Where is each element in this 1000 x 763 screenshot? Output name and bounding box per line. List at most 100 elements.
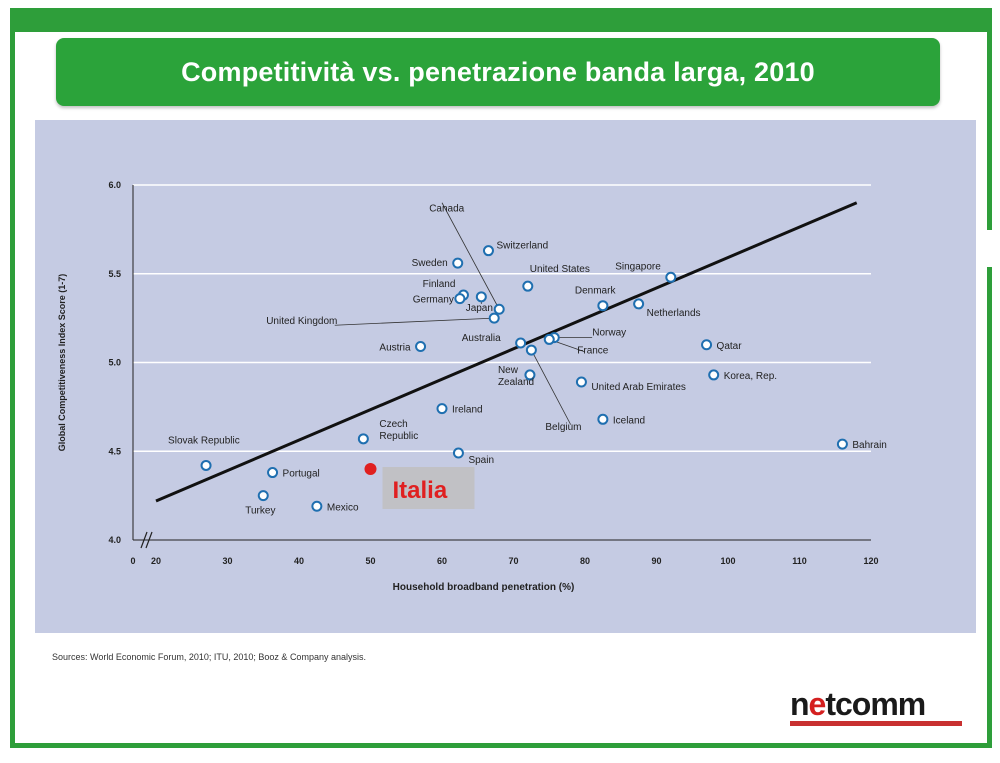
data-point-label-line: Sweden [412,258,448,269]
data-point [357,433,369,445]
x-tick-label: 60 [437,556,447,566]
data-point-label-line: Bahrain [852,440,886,451]
x-tick-label: 80 [580,556,590,566]
data-point [543,333,555,345]
y-tick-label: 6.0 [108,180,121,190]
data-point-label-line: Zealand [498,377,534,388]
data-point-label-line: Germany [413,295,454,306]
data-point-label: Germany [413,295,454,306]
data-point [701,339,713,351]
data-point [436,403,448,415]
data-point [522,280,534,292]
x-tick-label: 110 [792,556,807,566]
data-point [836,438,848,450]
data-point [597,300,609,312]
data-point-label: United States [530,264,590,275]
data-point [665,271,677,283]
data-point-label-line: Austria [379,343,411,354]
frame-bottom [10,743,992,748]
data-point [415,341,427,353]
data-point-label-line: Spain [468,455,494,466]
data-point-label: Mexico [327,502,359,513]
highlight-label-box [382,467,475,509]
data-point [454,293,466,305]
data-point [524,369,536,381]
leader-line [531,349,572,425]
data-point-label-line: France [577,345,609,356]
data-point-label: Finland [423,279,456,290]
logo-letter-n: n [790,686,810,722]
data-point [267,467,279,479]
data-point-label-line: Portugal [283,469,320,480]
highlight-point [364,463,377,475]
data-point-label: Japan [466,303,493,314]
y-tick-label: 4.0 [108,535,121,545]
y-axis-label: Global Competitiveness Index Score (1-7) [57,274,67,452]
data-point-label: Qatar [717,341,743,352]
scatter-chart: 4.0 4.5 5.0 5.5 6.0 0 20 30 40 50 60 70 80 90 100 110 12… [57,180,887,593]
data-point-label-line: United Arab Emirates [591,382,686,393]
data-point-label-line: Republic [379,431,418,442]
data-point-label-line: Canada [429,203,464,214]
trendline [155,201,858,503]
data-point-label-line: Singapore [615,261,661,272]
data-point-label-line: Denmark [575,286,617,297]
data-point-label-line: Belgium [545,422,581,433]
data-point [200,459,212,471]
data-point [488,312,500,324]
data-point [633,298,645,310]
data-point-label-line: Iceland [613,415,645,426]
data-point-label-line: United Kingdom [266,316,337,327]
data-point-label: Norway [592,328,626,339]
data-point [708,369,720,381]
data-point [575,376,587,388]
x-tick-label: 100 [720,556,735,566]
data-point-label: Australia [462,333,501,344]
slide-title: Competitività vs. penetrazione banda lar… [181,56,815,87]
data-point-label: Czech Republic [379,419,418,442]
frame-right [987,8,992,748]
data-point-label-line: Ireland [452,405,483,416]
data-point [452,447,464,459]
data-point-label-line: Slovak Republic [168,435,240,446]
data-point-label: United Arab Emirates [591,382,686,393]
x-tick-label: 0 [130,556,135,566]
data-point [597,413,609,425]
data-point-label: Spain [468,455,494,466]
y-tick-label: 4.5 [108,446,121,456]
data-point-label: Singapore [615,261,661,272]
data-point-label-line: Switzerland [496,241,548,252]
logo-letters-tcomm: tcomm [825,686,926,722]
axis-break-mark [140,531,148,549]
data-point-label: Ireland [452,405,483,416]
data-point-label: Korea, Rep. [724,371,777,382]
data-point-label: Slovak Republic [168,435,240,446]
x-tick-label: 40 [294,556,304,566]
data-point [452,257,464,269]
data-point-label-line: Mexico [327,502,359,513]
data-point-label-line: New [498,365,519,376]
data-point-label: United Kingdom [266,316,337,327]
x-tick-label: 50 [365,556,375,566]
title-bar: Competitività vs. penetrazione banda lar… [56,38,940,106]
data-point-label: Austria [379,343,411,354]
data-point-label: New Zealand [498,365,534,388]
x-tick-label: 20 [151,556,161,566]
chart-panel: 4.0 4.5 5.0 5.5 6.0 0 20 30 40 50 60 70 80 90 100 110 12… [35,120,976,633]
data-point-label-line: Norway [592,328,626,339]
logo-letter-e: e [808,686,827,722]
data-point [493,303,505,315]
leader-line [441,202,500,310]
x-tick-label: 70 [508,556,518,566]
data-point-label: France [577,345,609,356]
frame-left [10,8,15,748]
y-tick-label: 5.0 [108,358,121,368]
x-axis-label: Household broadband penetration (%) [393,582,575,593]
data-point-label-line: Netherlands [647,308,701,319]
data-point-label: Denmark [575,286,617,297]
data-point-label: Iceland [613,415,645,426]
data-point [482,245,494,257]
data-point-label: Netherlands [647,308,701,319]
data-point-label: Switzerland [496,241,548,252]
data-point-label: Bahrain [852,440,886,451]
